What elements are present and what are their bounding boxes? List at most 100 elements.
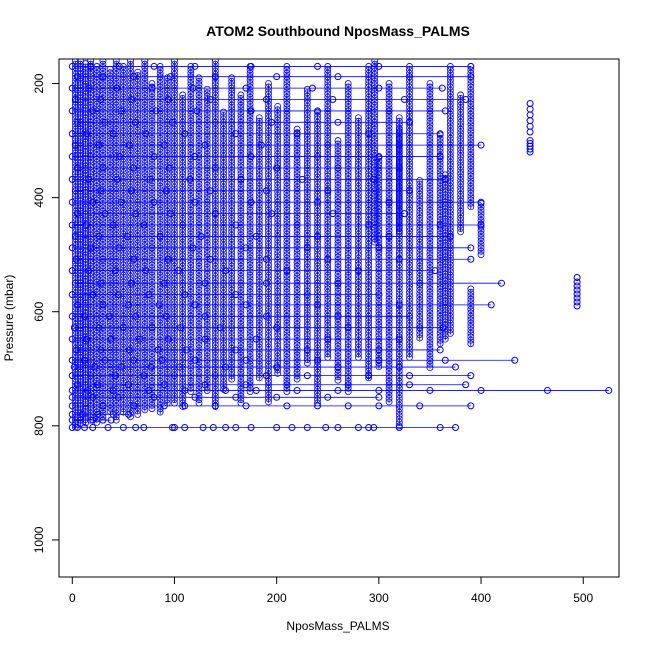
data-point [314,177,321,184]
data-point [71,91,79,99]
data-point [106,284,114,292]
data-point [406,275,413,283]
data-point [77,91,84,99]
data-point [426,306,434,313]
data-point [119,138,127,146]
data-point [303,212,311,220]
data-point [344,97,352,105]
data-point [436,148,444,156]
data-point [112,231,120,239]
data-point [303,226,311,233]
data-point [416,331,424,338]
data-point [82,405,89,413]
data-point [163,125,171,133]
data-point [365,347,373,354]
data-point [426,100,434,108]
data-point [179,310,187,318]
data-point [171,358,178,366]
data-point [77,194,84,202]
data-point [106,86,114,94]
data-point [265,326,272,334]
data-point [141,115,149,123]
data-point [112,358,120,366]
data-point [274,161,282,168]
data-point [237,361,245,369]
data-point [77,392,84,400]
data-point [426,312,434,320]
data-point [406,285,413,293]
data-point [99,108,107,116]
data-point [141,207,149,215]
data-point [344,275,352,283]
data-point [112,129,120,136]
data-point [211,238,219,246]
data-point [119,110,127,118]
data-point [255,199,263,207]
data-point [228,190,236,198]
data-point [426,261,434,269]
data-point [426,93,434,101]
data-point [293,238,301,246]
data-point [163,197,171,205]
data-point [334,250,342,257]
data-point [375,325,383,333]
data-point [99,166,107,174]
data-point [228,108,236,116]
data-point [99,269,107,277]
data-point [148,104,156,111]
data-point [293,348,301,356]
data-point [246,69,254,77]
data-point [246,90,254,98]
data-point [344,117,352,125]
data-point [228,327,236,335]
data-point [112,303,120,311]
data-point [274,239,282,247]
data-point [179,252,187,260]
data-point [127,183,134,191]
data-point [119,196,127,204]
data-point [156,83,164,91]
data-point [112,194,120,202]
data-point [237,214,245,222]
data-point [211,344,219,352]
data-point [82,272,89,280]
data-point [171,320,178,328]
data-point [82,337,89,345]
data-point [314,379,321,386]
data-point [82,279,89,287]
data-point [127,163,134,171]
data-point [324,162,332,170]
data-point [171,159,178,167]
data-point [324,117,332,125]
data-point [106,305,114,313]
data-point [293,170,301,178]
data-point [82,364,89,372]
data-point [385,364,393,372]
data-point [457,207,465,215]
data-point [334,270,342,278]
data-point [426,128,434,135]
data-point [187,258,195,265]
data-point [119,223,127,231]
data-point [255,172,263,180]
data-point [119,80,127,87]
data-point [195,286,203,294]
data-point [283,213,291,221]
data-point [156,206,164,214]
data-point [406,189,413,197]
data-point [237,238,245,246]
data-point [355,247,362,255]
data-point [220,351,227,359]
data-point [77,112,84,119]
data-point [141,91,149,99]
data-point [71,385,79,393]
data-point [99,375,107,383]
data-point [82,67,89,74]
data-point [106,82,114,90]
data-point [283,330,291,337]
data-point [187,165,195,173]
data-point [237,252,245,260]
data-point [77,413,84,421]
data-point [134,68,142,76]
data-point [195,293,203,301]
